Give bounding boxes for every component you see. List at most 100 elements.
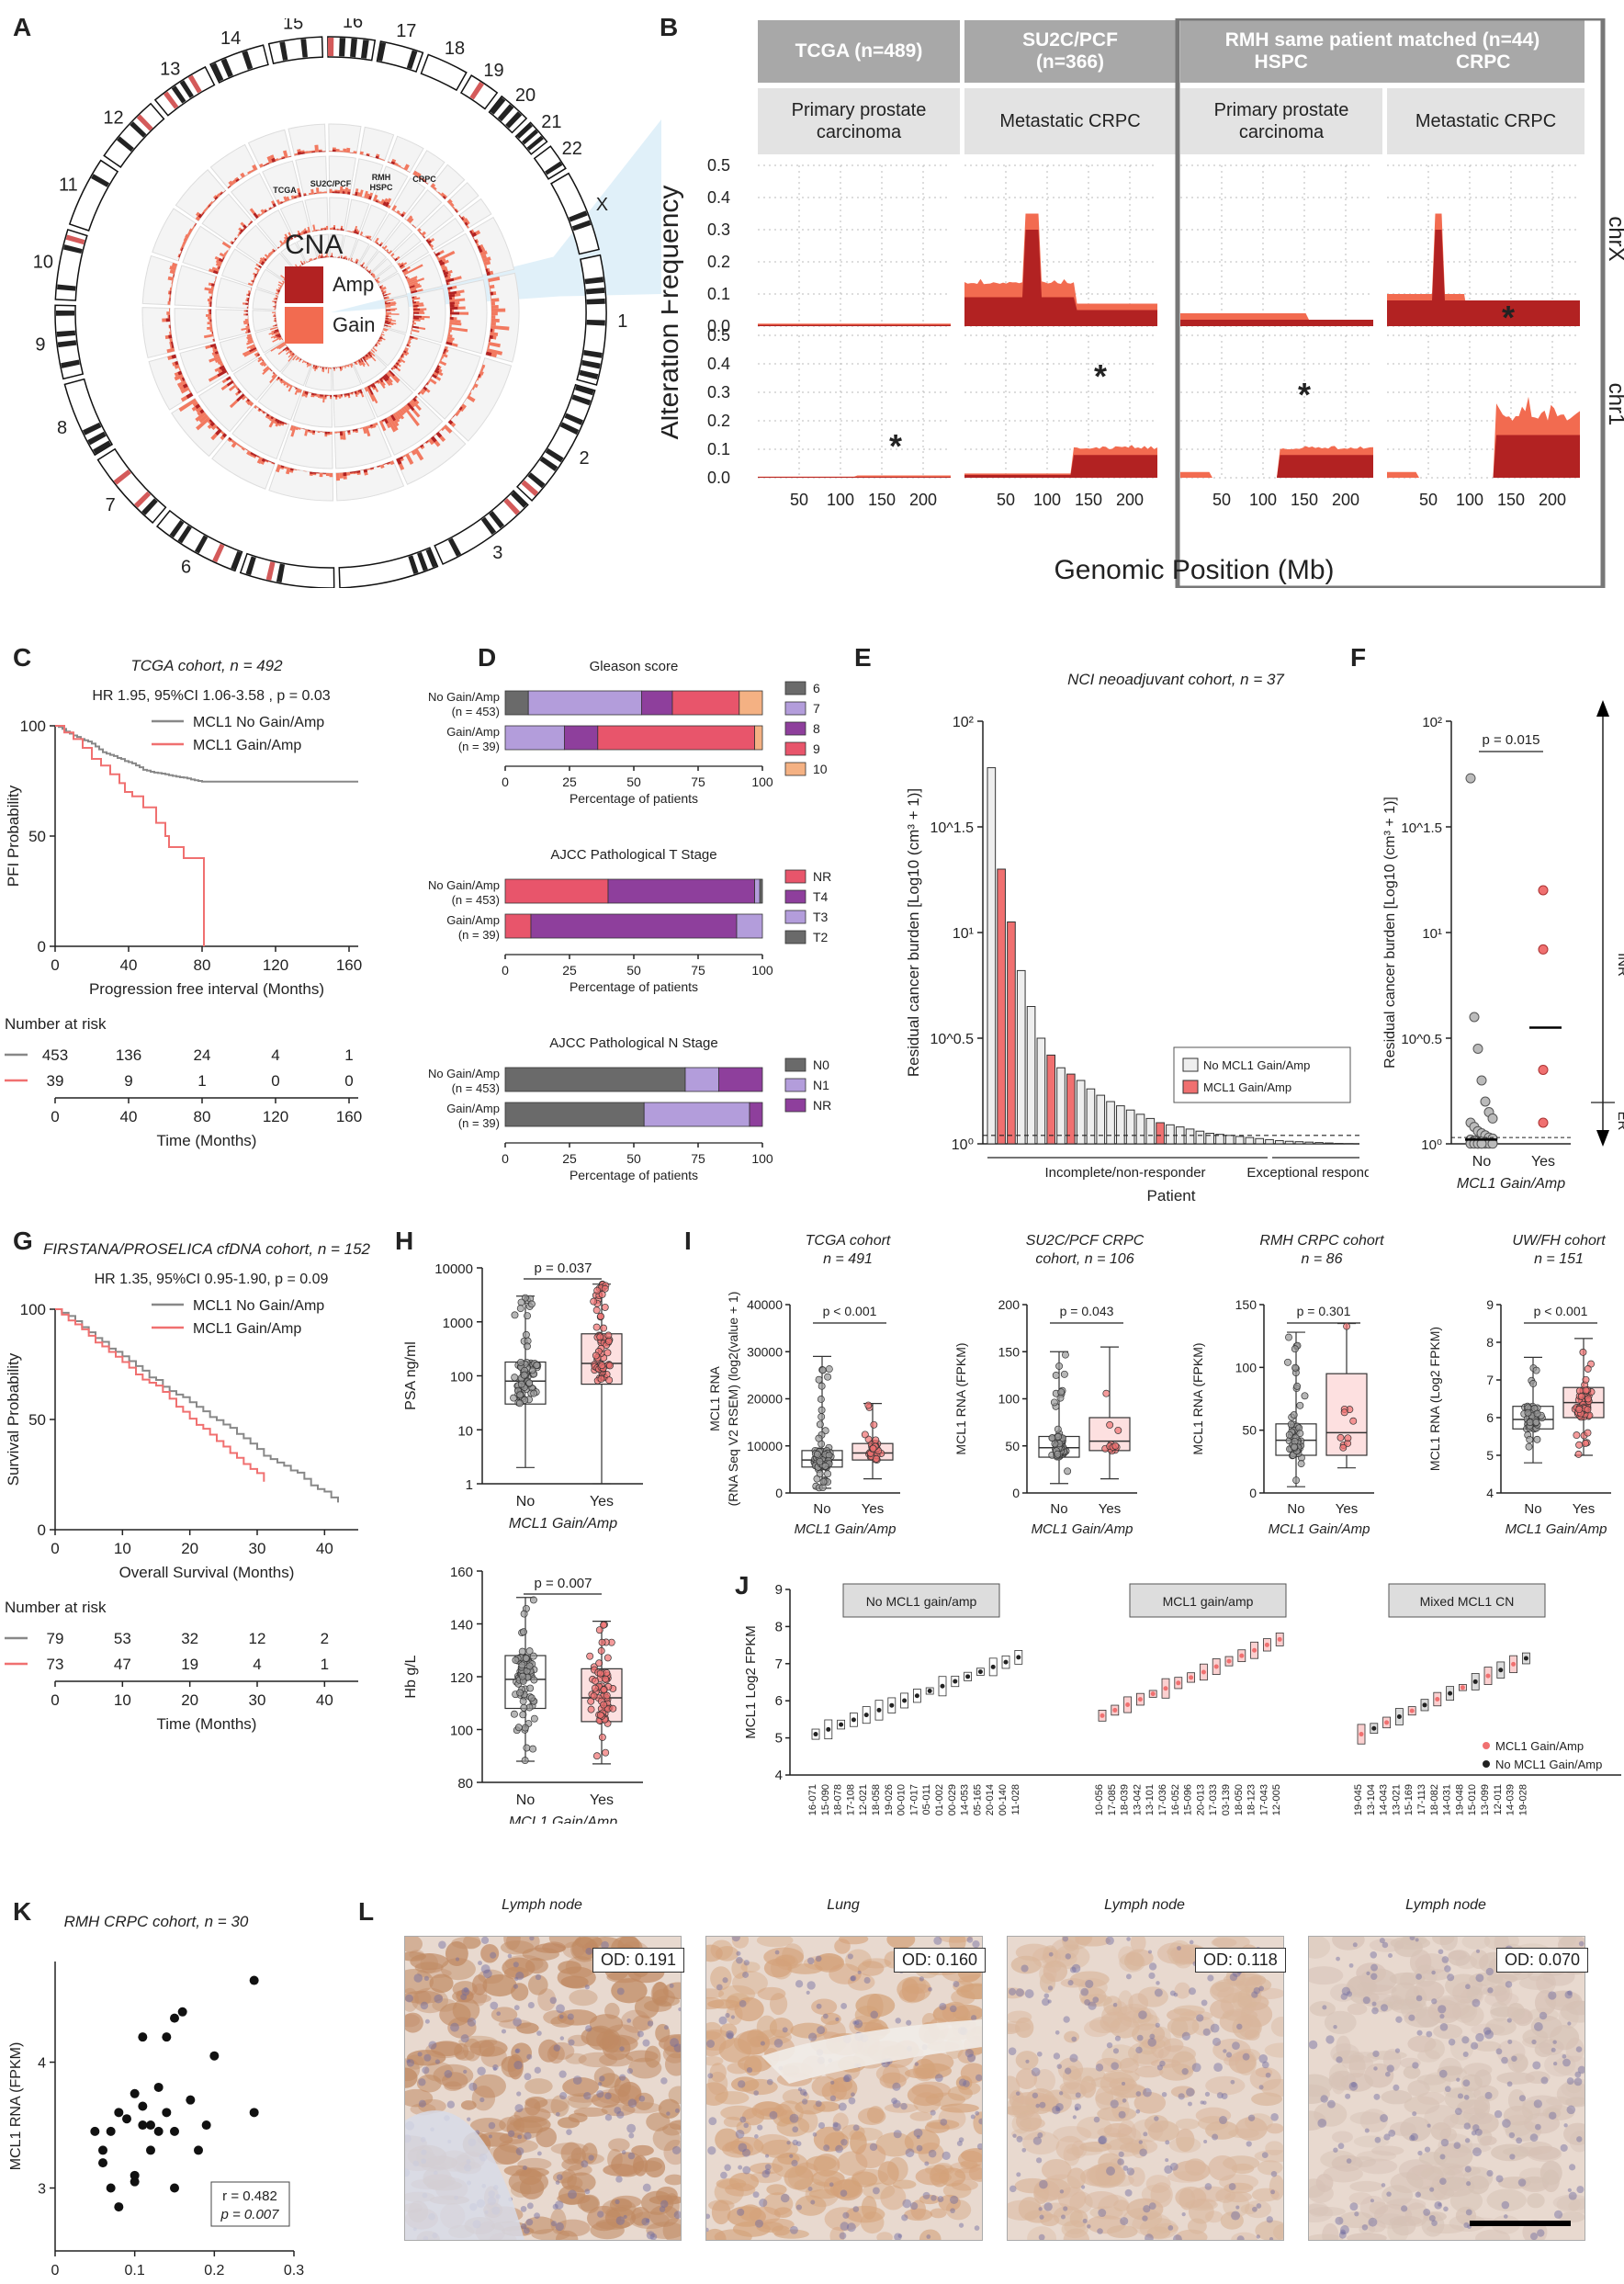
cna-gain-bar xyxy=(386,314,389,315)
i-no-3-point xyxy=(1534,1436,1540,1442)
ihc-nucleus xyxy=(526,2219,534,2226)
hb-yes-point xyxy=(598,1647,604,1654)
ihc-nucleus xyxy=(1147,2038,1156,2047)
rcb-bar xyxy=(1136,1114,1145,1144)
ihc-nucleus xyxy=(851,2092,855,2097)
i-no-0-point xyxy=(816,1376,822,1383)
psa-no-point xyxy=(512,1312,518,1318)
track-label-2-line2: HSPC xyxy=(369,183,393,192)
ihc-cell xyxy=(708,2199,735,2211)
bar-row-label: (n = 453) xyxy=(452,893,500,907)
ihc-nucleus xyxy=(527,2202,534,2209)
ihc-nucleus xyxy=(1025,2060,1029,2064)
legend-swatch xyxy=(785,763,806,775)
j-sample-label: 13-101 xyxy=(1145,1784,1156,1815)
rcb-bar xyxy=(1057,1068,1066,1144)
hb-yes-point xyxy=(603,1692,610,1699)
cna-amp-bar xyxy=(275,306,276,307)
ihc-nucleus xyxy=(1055,2030,1060,2035)
j-sample-point xyxy=(877,1708,882,1713)
ihc-texture-2 xyxy=(706,1937,982,2240)
j-sample-point xyxy=(1486,1674,1491,1679)
k-data-point xyxy=(146,2120,155,2130)
x-tick-label: No xyxy=(813,1501,830,1517)
cna-gain-bar xyxy=(334,432,337,434)
panel-g-km-svg: FIRSTANA/PROSELICA cfDNA cohort, n = 152… xyxy=(0,1227,386,1815)
i-no-2-point xyxy=(1285,1334,1291,1340)
ihc-nucleus xyxy=(1251,1991,1257,1997)
y-tick-label: 10² xyxy=(953,715,975,730)
km-legend-gain: MCL1 Gain/Amp xyxy=(193,1321,301,1337)
i-no-1-point xyxy=(1051,1399,1057,1406)
psa-yes-point xyxy=(606,1377,613,1384)
legend-label: NR xyxy=(813,869,831,884)
significance-star-1: * xyxy=(1094,357,1107,395)
ihc-nucleus xyxy=(646,2219,650,2223)
ihc-nucleus xyxy=(596,2090,603,2097)
i-no-0-point xyxy=(826,1366,832,1373)
km-legend-no-gain: MCL1 No Gain/Amp xyxy=(193,715,324,730)
ihc-nucleus xyxy=(1032,2067,1041,2076)
y-tick-label: 0.3 xyxy=(707,220,730,239)
cna-gain-bar xyxy=(324,191,327,193)
j-sample-label: 00-140 xyxy=(998,1784,1009,1815)
i-yes-3-point xyxy=(1580,1349,1586,1355)
y-tick-label: 10¹ xyxy=(1422,926,1442,942)
j-sample-label: 17-113 xyxy=(1416,1784,1427,1815)
legend-label: N0 xyxy=(813,1057,829,1072)
ihc-nucleus xyxy=(598,2082,602,2086)
stacked-bar-segment xyxy=(755,879,761,903)
chromosome-label-3: 3 xyxy=(492,543,502,563)
ihc-nucleus xyxy=(823,2144,829,2151)
hb-no-point xyxy=(530,1597,536,1603)
ihc-nucleus xyxy=(1143,2088,1152,2097)
ihc-nucleus xyxy=(537,2152,542,2156)
hb-no-point xyxy=(531,1715,537,1722)
hb-yes-point xyxy=(604,1655,611,1661)
i-no-1-point xyxy=(1053,1372,1059,1378)
ihc-nucleus xyxy=(1211,2024,1220,2033)
k-data-point xyxy=(170,2014,179,2023)
ihc-nucleus xyxy=(923,2192,930,2199)
legend-label: T3 xyxy=(813,910,829,924)
j-sample-label: 15-010 xyxy=(1467,1784,1478,1815)
ihc-nucleus xyxy=(839,2102,847,2110)
ihc-nucleus xyxy=(534,2212,540,2219)
ihc-nucleus xyxy=(800,2089,806,2096)
ihc-nucleus xyxy=(720,2172,727,2179)
ihc-nucleus xyxy=(647,2231,655,2239)
ihc-nucleus xyxy=(1113,2003,1118,2007)
i-no-2-point xyxy=(1286,1431,1292,1438)
psa-yes-point xyxy=(597,1334,603,1340)
i-y-label: MCL1 RNA (FPKM) xyxy=(953,1342,968,1454)
amp-area xyxy=(964,230,1157,326)
ihc-cell xyxy=(1008,2011,1032,2024)
ihc-nucleus xyxy=(605,2114,612,2120)
i-no-0-point xyxy=(822,1463,829,1469)
y-tick-label: 10000 xyxy=(434,1261,473,1277)
ihc-nucleus xyxy=(1262,2152,1269,2158)
ihc-nucleus xyxy=(1182,2032,1190,2041)
j-sample-label: 12-011 xyxy=(1493,1784,1504,1815)
i-chart-title: n = 491 xyxy=(823,1251,873,1267)
cna-gain-bar xyxy=(491,319,500,322)
ihc-nucleus xyxy=(1167,2225,1173,2231)
ihc-cell xyxy=(1084,2019,1111,2037)
arrow-head-down xyxy=(1596,1130,1609,1147)
ihc-nucleus xyxy=(1070,1967,1077,1973)
cna-amp-bar xyxy=(343,472,346,476)
y-tick-label: 10 xyxy=(457,1423,473,1439)
j-sample-label: 14-031 xyxy=(1442,1784,1453,1815)
ihc-cell xyxy=(911,2082,951,2098)
ihc-nucleus xyxy=(481,1937,489,1944)
ihc-nucleus xyxy=(924,2161,929,2165)
ihc-nucleus xyxy=(424,1976,429,1981)
ihc-cell xyxy=(1046,1961,1062,1973)
ihc-nucleus xyxy=(438,1941,446,1950)
j-sample-point xyxy=(991,1665,996,1669)
ihc-nucleus xyxy=(726,2030,734,2039)
significance-star-0: * xyxy=(889,427,902,465)
cna-gain-bar xyxy=(360,152,364,155)
ihc-nucleus xyxy=(559,2092,567,2099)
